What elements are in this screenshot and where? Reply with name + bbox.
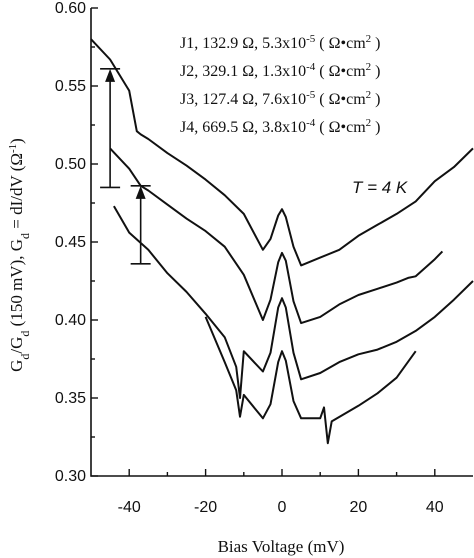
y-tick-label: 0.30 [55,468,86,485]
series-line-1 [90,38,474,267]
arrows [100,68,151,265]
legend-entry-3: J3, 127.4 Ω, 7.6x10-5 ( Ω•cm2 ) [180,89,381,108]
series-line-2 [109,147,444,325]
y-tick-label: 0.50 [55,156,86,173]
y-tick-label: 0.55 [55,78,86,95]
series-line-3 [113,205,474,399]
y-tick-label: 0.60 [55,0,86,17]
legend: J1, 132.9 Ω, 5.3x10-5 ( Ω•cm2 ) J2, 329.1… [180,33,381,136]
temperature-label: T = 4 K [352,178,408,197]
y-axis-label: Gd/Gd (150 mV), Gd = dI/dV (Ω-1) [7,138,32,372]
legend-entry-1: J1, 132.9 Ω, 5.3x10-5 ( Ω•cm2 ) [180,33,381,52]
series-line-4 [204,316,417,445]
arrowhead-icon [135,185,146,199]
y-tick-label: 0.35 [55,390,86,407]
x-tick-label: -40 [118,499,141,516]
legend-entry-4: J4, 669.5 Ω, 3.8x10-4 ( Ω•cm2 ) [180,117,381,136]
series [90,38,474,445]
x-tick-label: -20 [194,499,217,516]
y-tick-label: 0.40 [55,312,86,329]
y-tick-label: 0.45 [55,234,86,251]
x-tick-label: 40 [426,499,444,516]
x-tick-label: 0 [278,499,287,516]
ticks: 0.30 0.35 0.40 0.45 0.50 0.55 0.60 -40 -20 0 20 40 [55,0,444,516]
arrowhead-icon [105,68,116,82]
x-tick-label: 20 [350,499,368,516]
legend-entry-2: J2, 329.1 Ω, 1.3x10-4 ( Ω•cm2 ) [180,61,381,80]
x-axis-label: Bias Voltage (mV) [218,537,345,556]
